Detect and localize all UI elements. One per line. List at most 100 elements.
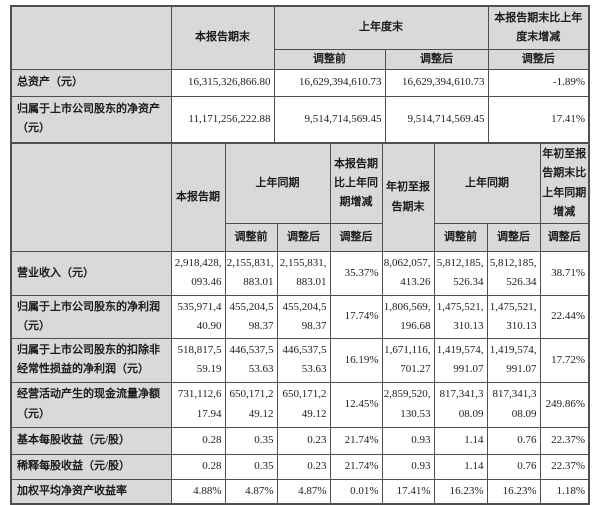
table-row: 归属于上市公司股东的净资产（元） 11,171,256,222.88 9,514…	[10, 95, 590, 144]
table-row: 基本每股收益（元/股） 0.28 0.35 0.23 21.74% 0.93 1…	[10, 426, 590, 455]
row-label-basic-eps: 基本每股收益（元/股）	[10, 426, 172, 455]
header-adjust-before: 调整前	[224, 223, 278, 252]
table2-header-row-main: 本报告期 上年同期 本报告期比上年同期增减 年初至报告期末 上年同期 年初至报告…	[10, 142, 590, 252]
value-cell: 9,514,714,569.45	[384, 95, 489, 144]
value-cell: 11,171,256,222.88	[170, 95, 275, 144]
value-cell: 455,204,598.37	[276, 294, 331, 339]
value-cell: 0.23	[276, 453, 331, 480]
value-cell: 0.28	[170, 426, 226, 455]
value-cell: 817,341,308.09	[433, 381, 488, 428]
value-cell: 1,475,521,310.13	[433, 294, 488, 339]
header-period-change: 本报告期比上年同期增减	[329, 142, 383, 224]
value-cell: 12.45%	[329, 381, 383, 428]
header-adjust-after: 调整后	[384, 48, 489, 70]
value-cell: 1.14	[433, 453, 488, 480]
value-cell: 731,112,617.94	[170, 381, 226, 428]
table-row: 归属于上市公司股东的净利润（元） 535,971,440.90 455,204,…	[10, 294, 590, 339]
value-cell: 0.28	[170, 453, 226, 480]
value-cell: 8,062,057,413.26	[381, 251, 435, 296]
value-cell: 4.87%	[276, 478, 331, 505]
value-cell: 0.76	[486, 453, 541, 480]
value-cell: 35.37%	[329, 251, 383, 296]
table-row: 营业收入（元） 2,918,428,093.46 2,155,831,883.0…	[10, 251, 590, 296]
value-cell: 446,537,553.63	[224, 338, 278, 383]
header-adjust-after: 调整后	[276, 223, 331, 252]
header-change-adjust-after: 调整后	[487, 48, 590, 70]
value-cell: 650,171,249.12	[224, 381, 278, 428]
header-change-vs-prev-year-end: 本报告期末比上年度末增减	[487, 5, 590, 50]
value-cell: 22.37%	[539, 453, 590, 480]
value-cell: 1.18%	[539, 478, 590, 505]
value-cell: 0.35	[224, 453, 278, 480]
header-adjust-before: 调整前	[273, 48, 386, 70]
table-row: 加权平均净资产收益率 4.88% 4.87% 4.87% 0.01% 17.41…	[10, 478, 590, 505]
value-cell: 817,341,308.09	[486, 381, 541, 428]
value-cell: 0.23	[276, 426, 331, 455]
value-cell: 22.44%	[539, 294, 590, 339]
table1-header-row-sub: 调整前 调整后 调整后	[11, 48, 590, 70]
value-cell: 518,817,559.19	[170, 338, 226, 383]
row-label-net-profit-excl-nonrecurring: 归属于上市公司股东的扣除非经常性损益的净利润（元）	[10, 338, 172, 383]
table1-corner-cell	[10, 5, 172, 70]
value-cell: 16,629,394,610.73	[384, 68, 489, 97]
value-cell: 2,155,831,883.01	[224, 251, 278, 296]
value-cell: 0.01%	[329, 478, 383, 505]
table1-header-row-main: 本报告期末 上年度末 本报告期末比上年度末增减	[10, 5, 590, 70]
performance-summary-table: 本报告期 上年同期 本报告期比上年同期增减 年初至报告期末 上年同期 年初至报告…	[10, 142, 590, 505]
value-cell: 0.35	[224, 426, 278, 455]
header-current-period: 本报告期	[170, 142, 226, 252]
value-cell: 455,204,598.37	[224, 294, 278, 339]
value-cell: 17.41%	[487, 95, 590, 144]
header-prev-year-end: 上年度末	[273, 5, 489, 50]
value-cell: 249.86%	[539, 381, 590, 428]
header-change-adjust-after: 调整后	[329, 223, 383, 252]
table2-corner-cell	[10, 142, 172, 252]
row-label-weighted-avg-roe: 加权平均净资产收益率	[10, 478, 172, 505]
table-row: 总资产（元） 16,315,326,866.80 16,629,394,610.…	[10, 68, 590, 97]
header-ytd-change: 年初至报告期末比上年同期增减	[539, 142, 590, 224]
header-prior-year-to-date: 上年同期	[433, 142, 541, 224]
value-cell: 1.14	[433, 426, 488, 455]
value-cell: 1,475,521,310.13	[486, 294, 541, 339]
value-cell: 21.74%	[329, 426, 383, 455]
value-cell: 0.76	[486, 426, 541, 455]
value-cell: 0.93	[381, 453, 435, 480]
row-label-net-profit: 归属于上市公司股东的净利润（元）	[10, 294, 172, 339]
table2-header-row-sub: 调整前 调整后 调整后 调整前 调整后 调整后	[11, 223, 590, 252]
value-cell: 22.37%	[539, 426, 590, 455]
value-cell: 1,419,574,991.07	[486, 338, 541, 383]
row-label-revenue: 营业收入（元）	[10, 251, 172, 296]
table-row: 稀释每股收益（元/股） 0.28 0.35 0.23 21.74% 0.93 1…	[10, 453, 590, 480]
value-cell: 446,537,553.63	[276, 338, 331, 383]
value-cell: 1,671,116,701.27	[381, 338, 435, 383]
header-current-period-end: 本报告期末	[170, 5, 275, 70]
value-cell: 16.19%	[329, 338, 383, 383]
header-adjust-after: 调整后	[486, 223, 541, 252]
value-cell: 16.23%	[433, 478, 488, 505]
value-cell: 2,859,520,130.53	[381, 381, 435, 428]
value-cell: 2,155,831,883.01	[276, 251, 331, 296]
value-cell: 16,629,394,610.73	[273, 68, 386, 97]
table-row: 归属于上市公司股东的扣除非经常性损益的净利润（元） 518,817,559.19…	[10, 338, 590, 383]
header-change-adjust-after: 调整后	[539, 223, 590, 252]
value-cell: -1.89%	[487, 68, 590, 97]
value-cell: 4.88%	[170, 478, 226, 505]
balance-summary-table: 本报告期末 上年度末 本报告期末比上年度末增减 调整前 调整后 调整后 总资产（…	[10, 5, 590, 144]
value-cell: 1,806,569,196.68	[381, 294, 435, 339]
value-cell: 535,971,440.90	[170, 294, 226, 339]
row-label-total-assets: 总资产（元）	[10, 68, 172, 97]
value-cell: 38.71%	[539, 251, 590, 296]
header-prior-period: 上年同期	[224, 142, 331, 224]
row-label-operating-cash-flow: 经营活动产生的现金流量净额（元）	[10, 381, 172, 428]
value-cell: 0.93	[381, 426, 435, 455]
value-cell: 5,812,185,526.34	[433, 251, 488, 296]
value-cell: 16.23%	[486, 478, 541, 505]
header-adjust-before: 调整前	[433, 223, 488, 252]
value-cell: 650,171,249.12	[276, 381, 331, 428]
value-cell: 17.72%	[539, 338, 590, 383]
value-cell: 16,315,326,866.80	[170, 68, 275, 97]
value-cell: 2,918,428,093.46	[170, 251, 226, 296]
row-label-net-assets: 归属于上市公司股东的净资产（元）	[10, 95, 172, 144]
row-label-diluted-eps: 稀释每股收益（元/股）	[10, 453, 172, 480]
